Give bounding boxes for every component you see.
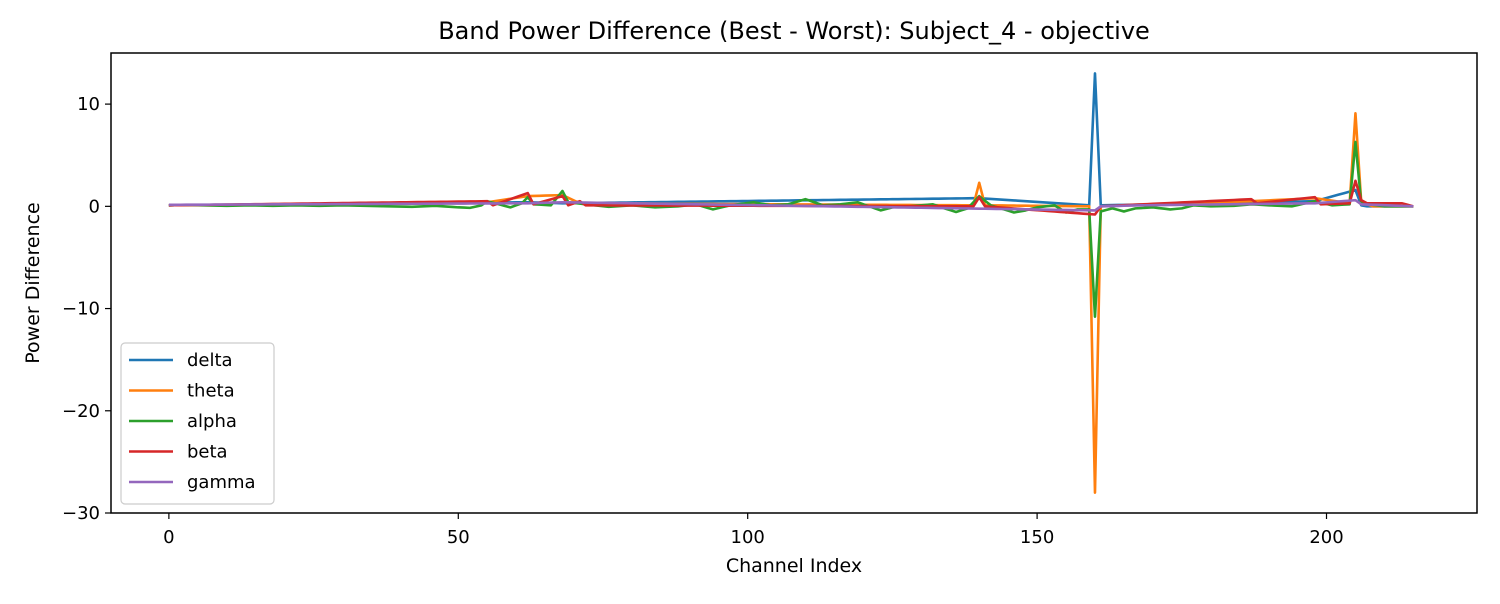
x-axis-ticks: 0 50 100 150 200 xyxy=(163,513,1344,548)
plot-frame xyxy=(110,52,1478,514)
legend-label-gamma: gamma xyxy=(187,472,256,493)
y-tick-label: −20 xyxy=(62,401,100,422)
legend-label-alpha: alpha xyxy=(187,411,237,432)
series-lines xyxy=(168,72,1414,494)
series-line-alpha xyxy=(168,140,1414,319)
x-tick-label: 50 xyxy=(447,527,470,548)
x-tick-label: 200 xyxy=(1309,527,1343,548)
legend-label-beta: beta xyxy=(187,442,228,463)
legend-label-theta: theta xyxy=(187,381,235,402)
chart-title: Band Power Difference (Best - Worst): Su… xyxy=(438,17,1150,45)
series-line-delta xyxy=(168,72,1414,208)
series-line-gamma xyxy=(168,198,1414,212)
y-tick-label: 10 xyxy=(77,94,100,115)
y-tick-label: −30 xyxy=(62,503,100,524)
y-axis-label: Power Difference xyxy=(22,202,44,363)
x-tick-label: 0 xyxy=(163,527,174,548)
series-line-theta xyxy=(168,112,1414,494)
x-tick-label: 150 xyxy=(1020,527,1054,548)
legend-box xyxy=(120,342,275,505)
series-line-beta xyxy=(168,179,1414,216)
x-axis-label: Channel Index xyxy=(726,555,862,577)
y-tick-label: −10 xyxy=(62,299,100,320)
legend-label-delta: delta xyxy=(187,350,233,371)
legend: delta theta alpha beta gamma xyxy=(120,342,275,505)
y-tick-label: 0 xyxy=(89,196,100,217)
x-tick-label: 100 xyxy=(731,527,765,548)
y-axis-ticks: −30 −20 −10 0 10 xyxy=(62,94,111,524)
